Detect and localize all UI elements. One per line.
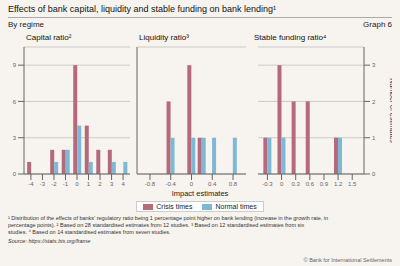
html-text:¹ Distribution of the effects: ¹ Distribution of the effects of banks’ … xyxy=(8,215,329,221)
html-text:Stable funding ratio⁴: Stable funding ratio⁴ xyxy=(254,33,327,42)
svg-text:0: 0 xyxy=(75,181,79,187)
html-text:Liquidity ratio³: Liquidity ratio³ xyxy=(139,33,189,42)
svg-text:2: 2 xyxy=(98,181,102,187)
svg-text:1: 1 xyxy=(372,135,376,141)
svg-text:-2: -2 xyxy=(51,181,57,187)
svg-text:0.4: 0.4 xyxy=(208,181,217,187)
svg-text:0.9: 0.9 xyxy=(320,181,329,187)
svg-text:0: 0 xyxy=(190,181,194,187)
svg-text:0.8: 0.8 xyxy=(229,181,238,187)
svg-text:3: 3 xyxy=(13,135,17,141)
svg-text:-1: -1 xyxy=(63,181,69,187)
svg-text:1.2: 1.2 xyxy=(334,181,343,187)
html-text:Impact estimates: Impact estimates xyxy=(171,189,229,198)
svg-text:0: 0 xyxy=(280,181,284,187)
svg-text:0: 0 xyxy=(13,171,17,177)
svg-text:-0.8: -0.8 xyxy=(145,181,156,187)
svg-text:0: 0 xyxy=(372,171,376,177)
svg-text:Number of estimates: Number of estimates xyxy=(389,78,392,143)
svg-text:6: 6 xyxy=(13,99,17,105)
svg-text:2: 2 xyxy=(372,99,376,105)
html-text:Effects of bank capital, liqui: Effects of bank capital, liquidity and s… xyxy=(8,4,276,14)
svg-text:3: 3 xyxy=(372,62,376,68)
html-text:Capital ratio²: Capital ratio² xyxy=(26,33,72,42)
html-text:Graph 6: Graph 6 xyxy=(363,20,392,29)
svg-text:9: 9 xyxy=(13,62,17,68)
svg-text:-0.4: -0.4 xyxy=(166,181,177,187)
svg-text:0.3: 0.3 xyxy=(292,181,301,187)
svg-text:-0.3: -0.3 xyxy=(262,181,273,187)
html-text:Crisis times: Crisis times xyxy=(156,203,193,210)
html-text:© Bank for International Settl: © Bank for International Settlements xyxy=(303,257,392,263)
html-text:Normal times: Normal times xyxy=(215,203,257,210)
svg-text:4: 4 xyxy=(121,181,125,187)
svg-text:3: 3 xyxy=(110,181,114,187)
svg-text:-3: -3 xyxy=(40,181,46,187)
html-text:studies. ⁴ Based on 14 standar: studies. ⁴ Based on 14 standardised esti… xyxy=(8,229,171,235)
svg-text:-4: -4 xyxy=(28,181,34,187)
html-text:By regime: By regime xyxy=(8,20,44,29)
html-text:Source: https://stats.bis.org/: Source: https://stats.bis.org/frame xyxy=(8,238,91,244)
svg-text:1: 1 xyxy=(87,181,91,187)
svg-text:1.5: 1.5 xyxy=(348,181,357,187)
svg-text:0.6: 0.6 xyxy=(306,181,315,187)
html-text:percentage points). ² Based on: percentage points). ² Based on 28 standa… xyxy=(8,222,305,228)
